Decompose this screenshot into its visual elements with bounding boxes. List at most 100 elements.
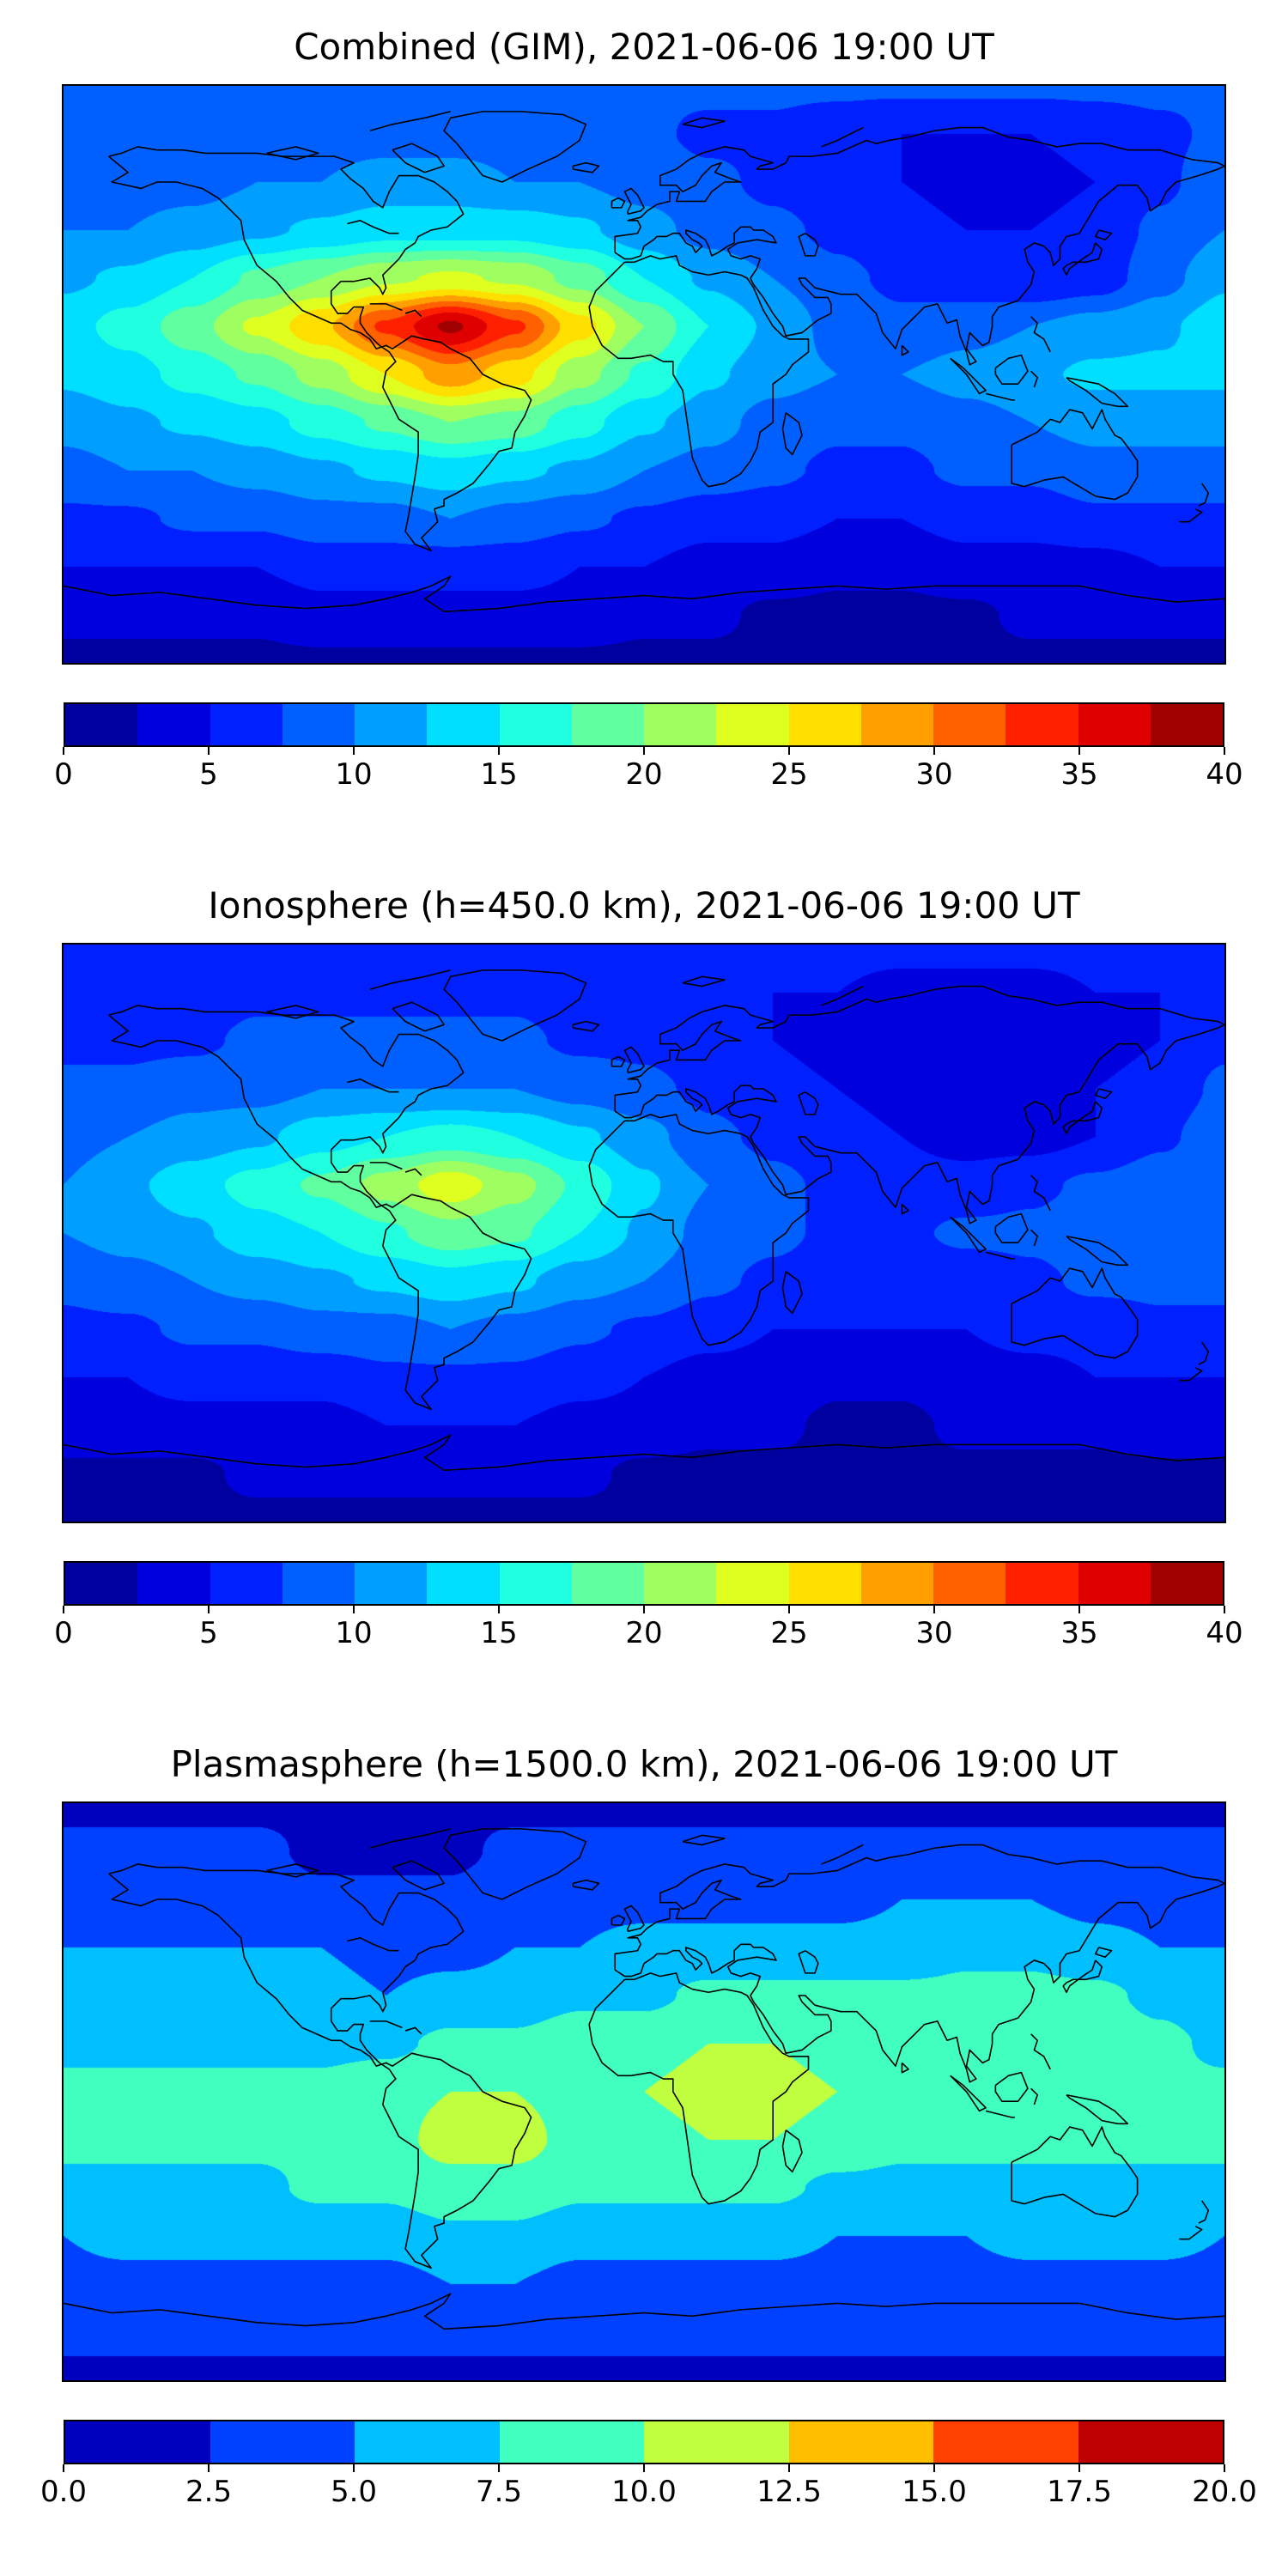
coastline-path	[683, 118, 725, 128]
colorbar-tick-label: 12.5	[756, 2475, 822, 2510]
colorbar-segment	[427, 704, 500, 746]
coastline-path	[1066, 2095, 1127, 2124]
colorbar-segment	[355, 1563, 428, 1605]
colorbar-tickmark	[63, 1606, 64, 1614]
colorbar-tickmark	[208, 747, 210, 756]
colorbar-tick-label: 5	[199, 757, 218, 793]
coastline-path	[1012, 410, 1137, 500]
coastline-path	[902, 346, 908, 355]
colorbar	[64, 2420, 1224, 2465]
coastline-path	[611, 1916, 624, 1925]
colorbar-segment	[571, 704, 644, 746]
colorbar-segment	[788, 1563, 861, 1605]
coastline-path	[392, 1862, 444, 1891]
panel-title: Ionosphere (h=450.0 km), 2021-06-06 19:0…	[208, 884, 1080, 927]
colorbar-tick-label: 10	[335, 1616, 373, 1651]
coastline-path	[1031, 317, 1051, 352]
coastline-path	[782, 413, 802, 455]
coastline-path	[370, 970, 451, 989]
coastline-path	[611, 1057, 624, 1066]
panel-title: Plasmasphere (h=1500.0 km), 2021-06-06 1…	[170, 1743, 1118, 1785]
coastline-path	[799, 1951, 818, 1973]
coastline-path	[370, 304, 403, 310]
tec-field-canvas	[64, 1803, 1224, 2381]
colorbar-ticks: 0 5 10 15 20 25 30 35 40	[54, 747, 1243, 797]
colorbar-tick-label: 35	[1060, 1616, 1098, 1651]
colorbar-segment	[571, 1563, 644, 1605]
coastline-path	[109, 147, 532, 550]
coastline-path	[573, 1880, 598, 1890]
coastline-path	[109, 1005, 532, 1409]
coastline-path	[444, 112, 586, 182]
colorbar-tickmark	[788, 747, 790, 756]
coastline-path	[799, 234, 818, 256]
coastline-path	[995, 355, 1028, 385]
colorbar-segment	[860, 1563, 933, 1605]
colorbar-tick-label: 5.0	[330, 2475, 378, 2510]
coastline-path	[1199, 2201, 1208, 2223]
coastline-path	[589, 1115, 808, 1346]
colorbar-tick-label: 15	[480, 1616, 518, 1651]
colorbar-ticks: 0 5 10 15 20 25 30 35 40	[54, 1606, 1243, 1656]
coastline-path	[1179, 1368, 1201, 1381]
coastline-path	[1063, 243, 1102, 275]
coastline-path	[902, 1205, 908, 1214]
colorbar-tick-label: 0	[54, 757, 73, 793]
coastline-path	[624, 1906, 644, 1932]
colorbar-tickmark	[63, 747, 64, 756]
colorbar-tick-label: 10.0	[611, 2475, 677, 2510]
coastline-path	[444, 970, 586, 1041]
colorbar-tick-label: 0.0	[39, 2475, 88, 2510]
colorbar-tickmark	[1224, 1606, 1225, 1614]
coastline-path	[1096, 1947, 1112, 1957]
coastline-path	[64, 577, 1224, 612]
coastline-path	[370, 2021, 403, 2027]
tec-field-canvas	[64, 945, 1224, 1522]
coastline-path	[986, 1253, 1015, 1259]
tec-field-canvas	[64, 86, 1224, 664]
coastline-path	[589, 256, 808, 487]
colorbar-tickmark	[1224, 747, 1225, 756]
colorbar-segment	[933, 704, 1006, 746]
coastline-path	[347, 1079, 398, 1092]
coastline-path	[370, 1829, 451, 1848]
colorbar-segment	[499, 1563, 572, 1605]
colorbar-tickmark	[643, 747, 645, 756]
colorbar	[64, 1561, 1224, 1607]
coastline-path	[267, 147, 319, 160]
coastline-path	[64, 2294, 1224, 2330]
coastline-path	[1012, 1268, 1137, 1358]
coastline-path	[951, 1218, 986, 1253]
colorbar-tick-label: 30	[915, 1616, 953, 1651]
coastline-path	[782, 2130, 802, 2172]
colorbar-segment	[933, 1563, 1006, 1605]
coastline-path	[615, 128, 1224, 365]
colorbar-tickmark	[498, 747, 500, 756]
coastline-path	[1031, 2034, 1051, 2069]
coastline-path	[392, 1003, 444, 1032]
colorbar-ticks: 0.0 2.5 5.0 7.5 10.0 12.5 15.0 17.5 20.0	[40, 2464, 1257, 2514]
colorbar-tick-label: 5	[199, 1616, 218, 1651]
coastline-path	[1066, 1236, 1127, 1266]
coastline-path	[683, 977, 725, 987]
coastline-path	[589, 1973, 808, 2204]
colorbar-segment	[1005, 1563, 1078, 1605]
coastline-path	[1199, 1342, 1208, 1364]
colorbar-tick-label: 7.5	[475, 2475, 523, 2510]
colorbar-segment	[65, 1563, 138, 1605]
colorbar-segment	[788, 704, 861, 746]
coastline-path	[1063, 1960, 1102, 1992]
coastline-path	[347, 1938, 398, 1951]
coastline-path	[611, 198, 624, 208]
colorbar-tickmark	[1224, 2464, 1225, 2473]
colorbar-tick-label: 40	[1206, 757, 1243, 793]
coastline-path	[615, 1845, 1224, 2082]
colorbar-segment	[860, 704, 933, 746]
coastline-path	[1031, 1230, 1038, 1247]
colorbar-segment	[1005, 704, 1078, 746]
colorbar-segment	[716, 1563, 789, 1605]
colorbar-tick-label: 35	[1060, 757, 1098, 793]
colorbar-tick-label: 25	[770, 1616, 808, 1651]
coastline-path	[347, 221, 398, 234]
colorbar-segment	[282, 704, 355, 746]
